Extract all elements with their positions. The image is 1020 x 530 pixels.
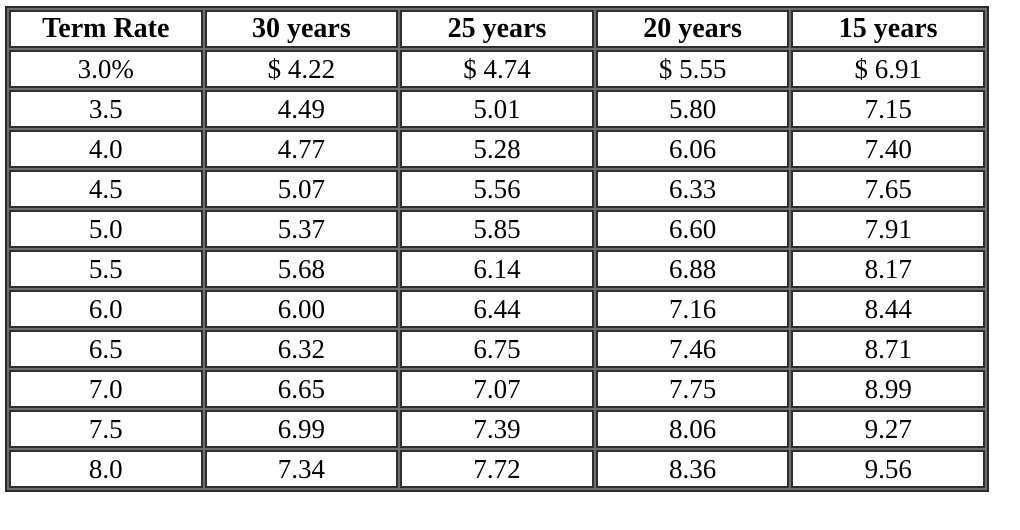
term-rate-cell: 3.0% (9, 50, 203, 88)
table-header: Term Rate 30 years 25 years 20 years 15 year… (9, 10, 985, 48)
table-row: 6.5 6.32 6.75 7.46 8.71 (9, 330, 985, 368)
payment-cell: 7.07 (400, 370, 594, 408)
column-header: 15 years (791, 10, 985, 48)
payment-cell: 6.00 (204, 290, 399, 328)
column-header: Term Rate (9, 10, 203, 48)
payment-cell: 5.85 (400, 210, 594, 248)
table-row: 8.0 7.34 7.72 8.36 9.56 (9, 450, 985, 488)
payment-cell: 6.14 (400, 250, 594, 288)
payment-cell: 7.40 (791, 130, 985, 168)
table-row: 3.5 4.49 5.01 5.80 7.15 (9, 90, 985, 128)
payment-cell: 7.15 (791, 90, 985, 128)
column-header: 30 years (204, 10, 399, 48)
payment-cell: 6.44 (400, 290, 594, 328)
payment-cell: 6.99 (204, 410, 399, 448)
table-row: 5.0 5.37 5.85 6.60 7.91 (9, 210, 985, 248)
payment-cell: 5.56 (400, 170, 594, 208)
term-rate-cell: 6.5 (9, 330, 203, 368)
payment-cell: 5.80 (595, 90, 790, 128)
table-row: 7.0 6.65 7.07 7.75 8.99 (9, 370, 985, 408)
payment-cell: 9.56 (791, 450, 985, 488)
payment-cell: 4.77 (204, 130, 399, 168)
payment-cell: 6.65 (204, 370, 399, 408)
column-header: 25 years (400, 10, 594, 48)
payment-cell: $ 5.55 (595, 50, 790, 88)
header-row: Term Rate 30 years 25 years 20 years 15 year… (9, 10, 985, 48)
payment-cell: 8.06 (595, 410, 790, 448)
term-rate-cell: 8.0 (9, 450, 203, 488)
table-row: 4.0 4.77 5.28 6.06 7.40 (9, 130, 985, 168)
column-header: 20 years (595, 10, 790, 48)
payment-cell: 8.99 (791, 370, 985, 408)
payment-cell: 7.34 (204, 450, 399, 488)
payment-cell: 6.33 (595, 170, 790, 208)
term-rate-cell: 6.0 (9, 290, 203, 328)
payment-cell: 7.75 (595, 370, 790, 408)
payment-factor-table: Term Rate 30 years 25 years 20 years 15 year… (5, 6, 989, 492)
payment-cell: 6.75 (400, 330, 594, 368)
payment-cell: 5.68 (204, 250, 399, 288)
table-row: 5.5 5.68 6.14 6.88 8.17 (9, 250, 985, 288)
payment-cell: 5.07 (204, 170, 399, 208)
table-row: 7.5 6.99 7.39 8.06 9.27 (9, 410, 985, 448)
payment-cell: $ 6.91 (791, 50, 985, 88)
payment-cell: 7.46 (595, 330, 790, 368)
payment-cell: 4.49 (204, 90, 399, 128)
term-rate-cell: 7.0 (9, 370, 203, 408)
term-rate-cell: 5.0 (9, 210, 203, 248)
payment-cell: 7.16 (595, 290, 790, 328)
table-body: 3.0% $ 4.22 $ 4.74 $ 5.55 $ 6.91 3.5 4.49 5.01 5… (9, 50, 985, 488)
term-rate-cell: 4.5 (9, 170, 203, 208)
payment-cell: 6.32 (204, 330, 399, 368)
payment-cell: 6.60 (595, 210, 790, 248)
table-row: 4.5 5.07 5.56 6.33 7.65 (9, 170, 985, 208)
payment-cell: 8.17 (791, 250, 985, 288)
payment-cell: 7.91 (791, 210, 985, 248)
payment-cell: 9.27 (791, 410, 985, 448)
table-row: 3.0% $ 4.22 $ 4.74 $ 5.55 $ 6.91 (9, 50, 985, 88)
payment-cell: 5.28 (400, 130, 594, 168)
payment-cell: 8.44 (791, 290, 985, 328)
table-row: 6.0 6.00 6.44 7.16 8.44 (9, 290, 985, 328)
payment-cell: 8.36 (595, 450, 790, 488)
payment-cell: 7.39 (400, 410, 594, 448)
term-rate-cell: 5.5 (9, 250, 203, 288)
term-rate-cell: 7.5 (9, 410, 203, 448)
term-rate-cell: 3.5 (9, 90, 203, 128)
payment-cell: 8.71 (791, 330, 985, 368)
payment-cell: 6.06 (595, 130, 790, 168)
payment-cell: 5.01 (400, 90, 594, 128)
term-rate-cell: 4.0 (9, 130, 203, 168)
payment-cell: 5.37 (204, 210, 399, 248)
payment-cell: 7.72 (400, 450, 594, 488)
payment-cell: 6.88 (595, 250, 790, 288)
payment-cell: $ 4.22 (204, 50, 399, 88)
payment-cell: $ 4.74 (400, 50, 594, 88)
payment-cell: 7.65 (791, 170, 985, 208)
